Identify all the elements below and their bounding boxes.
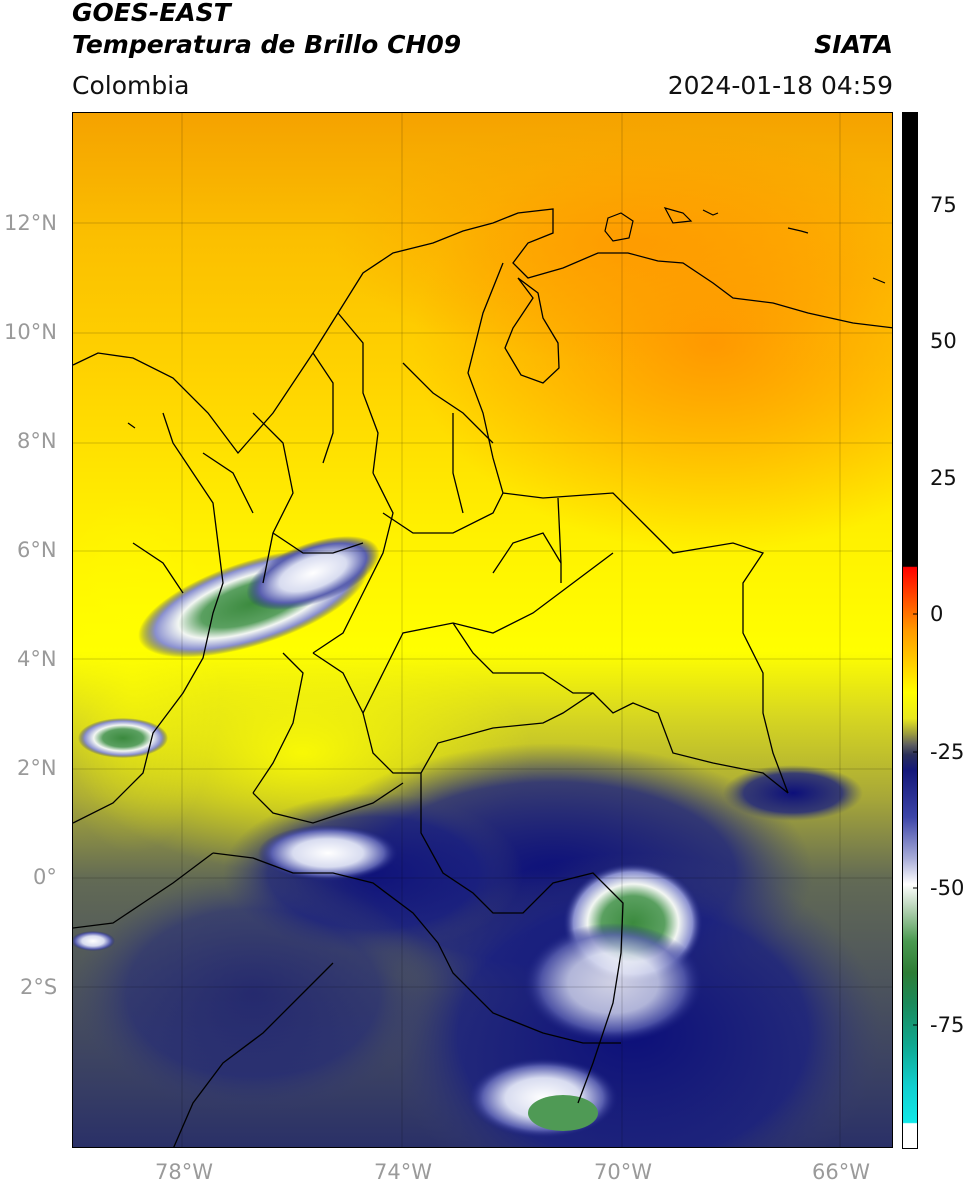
lon-label: 66°W [812, 1160, 870, 1184]
region-label: Colombia [72, 71, 190, 100]
org-label: SIATA [814, 30, 893, 59]
colorbar-tick-label: -75 [930, 1013, 965, 1037]
datetime-label: 2024-01-18 04:59 [667, 71, 893, 100]
colorbar [902, 112, 918, 1149]
brightness-temperature-image [73, 113, 892, 1147]
satellite-title: GOES-EAST [72, 0, 231, 27]
lon-label: 78°W [155, 1160, 213, 1184]
colorbar-tick-label: -25 [930, 740, 965, 764]
colorbar-tick-label: 75 [930, 193, 957, 217]
colorbar-tick-label: 50 [930, 329, 957, 353]
lat-label: 6°N [17, 538, 57, 562]
colorbar-tick-label: -50 [930, 876, 965, 900]
lat-label: 12°N [4, 211, 57, 235]
satellite-map [72, 112, 893, 1148]
lat-label: 0° [33, 865, 57, 889]
lat-label: 4°N [17, 647, 57, 671]
colorbar-tick-label: 0 [930, 602, 944, 626]
coastlines [73, 208, 892, 1147]
lat-label: 8°N [17, 429, 57, 453]
lon-label: 74°W [374, 1160, 432, 1184]
lon-label: 70°W [594, 1160, 652, 1184]
lat-label: 2°N [17, 756, 57, 780]
product-title: Temperatura de Brillo CH09 [72, 30, 462, 59]
lat-label: 10°N [4, 320, 57, 344]
lat-label: 2°S [20, 975, 58, 999]
colorbar-tick-label: 25 [930, 466, 957, 490]
